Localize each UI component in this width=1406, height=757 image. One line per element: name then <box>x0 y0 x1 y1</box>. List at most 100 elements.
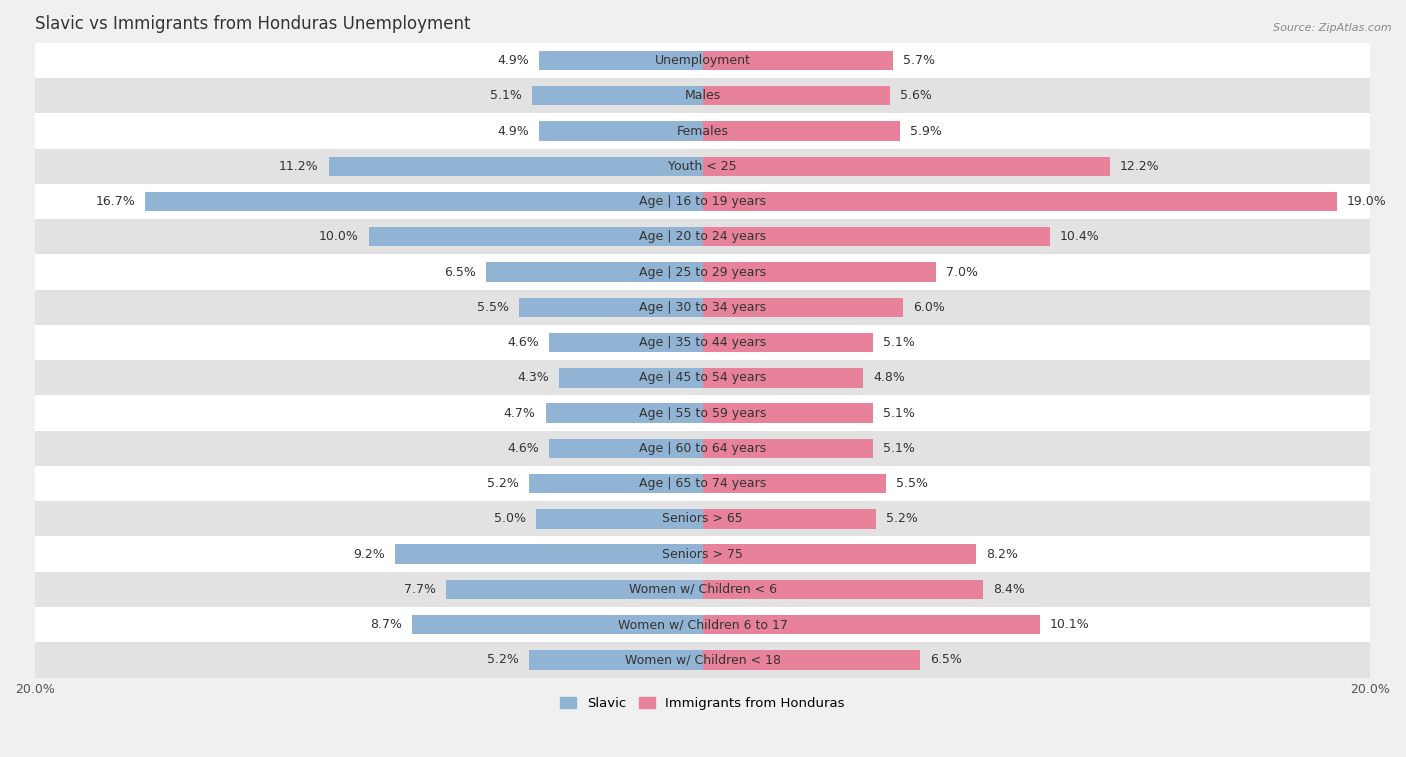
Bar <box>35 78 1371 114</box>
Text: Age | 16 to 19 years: Age | 16 to 19 years <box>640 195 766 208</box>
Bar <box>485 263 703 282</box>
Bar <box>35 43 1371 78</box>
Bar <box>550 438 703 458</box>
Bar <box>703 650 920 670</box>
Text: 5.0%: 5.0% <box>494 512 526 525</box>
Bar <box>35 114 1371 148</box>
Bar <box>703 580 983 599</box>
Text: Seniors > 75: Seniors > 75 <box>662 547 742 561</box>
Bar <box>546 403 703 422</box>
Text: 8.4%: 8.4% <box>993 583 1025 596</box>
Bar <box>538 51 703 70</box>
Bar <box>703 86 890 105</box>
Bar <box>703 403 873 422</box>
Text: 5.1%: 5.1% <box>883 442 915 455</box>
Text: 4.9%: 4.9% <box>498 54 529 67</box>
Text: Age | 60 to 64 years: Age | 60 to 64 years <box>640 442 766 455</box>
Text: 4.9%: 4.9% <box>498 125 529 138</box>
Text: Males: Males <box>685 89 721 102</box>
Text: 19.0%: 19.0% <box>1347 195 1386 208</box>
Text: Seniors > 65: Seniors > 65 <box>662 512 742 525</box>
Text: Slavic vs Immigrants from Honduras Unemployment: Slavic vs Immigrants from Honduras Unemp… <box>35 15 471 33</box>
Text: 16.7%: 16.7% <box>96 195 135 208</box>
Text: Age | 35 to 44 years: Age | 35 to 44 years <box>640 336 766 349</box>
Text: Women w/ Children 6 to 17: Women w/ Children 6 to 17 <box>617 618 787 631</box>
Bar <box>395 544 703 564</box>
Text: 11.2%: 11.2% <box>278 160 319 173</box>
Text: 5.9%: 5.9% <box>910 125 942 138</box>
Bar <box>538 121 703 141</box>
Text: Source: ZipAtlas.com: Source: ZipAtlas.com <box>1274 23 1392 33</box>
Text: 5.5%: 5.5% <box>896 477 928 490</box>
Text: 4.8%: 4.8% <box>873 372 905 385</box>
Bar <box>446 580 703 599</box>
Bar <box>703 157 1109 176</box>
Text: Age | 55 to 59 years: Age | 55 to 59 years <box>638 407 766 419</box>
Bar <box>145 192 703 211</box>
Text: Women w/ Children < 6: Women w/ Children < 6 <box>628 583 776 596</box>
Text: 6.5%: 6.5% <box>444 266 475 279</box>
Text: 4.7%: 4.7% <box>503 407 536 419</box>
Bar <box>35 360 1371 395</box>
Text: 6.0%: 6.0% <box>912 301 945 314</box>
Bar <box>703 121 900 141</box>
Bar <box>703 227 1050 247</box>
Text: Age | 65 to 74 years: Age | 65 to 74 years <box>638 477 766 490</box>
Text: Age | 45 to 54 years: Age | 45 to 54 years <box>638 372 766 385</box>
Text: 10.0%: 10.0% <box>319 230 359 243</box>
Text: Age | 25 to 29 years: Age | 25 to 29 years <box>640 266 766 279</box>
Bar <box>35 537 1371 572</box>
Text: Age | 20 to 24 years: Age | 20 to 24 years <box>640 230 766 243</box>
Bar <box>329 157 703 176</box>
Text: 5.2%: 5.2% <box>486 477 519 490</box>
Text: 7.0%: 7.0% <box>946 266 979 279</box>
Text: 6.5%: 6.5% <box>929 653 962 666</box>
Bar <box>35 220 1371 254</box>
Bar <box>703 368 863 388</box>
Text: 10.1%: 10.1% <box>1050 618 1090 631</box>
Text: 9.2%: 9.2% <box>354 547 385 561</box>
Text: 5.1%: 5.1% <box>491 89 523 102</box>
Text: 4.6%: 4.6% <box>508 442 538 455</box>
Bar <box>529 650 703 670</box>
Bar <box>35 148 1371 184</box>
Bar <box>703 333 873 352</box>
Bar <box>536 509 703 528</box>
Text: 5.2%: 5.2% <box>486 653 519 666</box>
Bar <box>35 325 1371 360</box>
Bar <box>35 607 1371 642</box>
Text: Youth < 25: Youth < 25 <box>668 160 737 173</box>
Text: 8.2%: 8.2% <box>987 547 1018 561</box>
Text: Unemployment: Unemployment <box>655 54 751 67</box>
Text: 7.7%: 7.7% <box>404 583 436 596</box>
Bar <box>550 333 703 352</box>
Bar <box>703 438 873 458</box>
Bar <box>368 227 703 247</box>
Bar <box>35 642 1371 678</box>
Bar <box>35 395 1371 431</box>
Text: 5.2%: 5.2% <box>886 512 918 525</box>
Bar <box>35 572 1371 607</box>
Bar <box>560 368 703 388</box>
Bar <box>703 544 976 564</box>
Bar <box>703 263 936 282</box>
Bar <box>412 615 703 634</box>
Bar <box>529 474 703 494</box>
Text: 5.5%: 5.5% <box>477 301 509 314</box>
Text: 4.3%: 4.3% <box>517 372 550 385</box>
Bar <box>35 254 1371 290</box>
Bar <box>703 298 903 317</box>
Text: 8.7%: 8.7% <box>370 618 402 631</box>
Text: Women w/ Children < 18: Women w/ Children < 18 <box>624 653 780 666</box>
Bar <box>703 51 893 70</box>
Bar <box>703 509 876 528</box>
Legend: Slavic, Immigrants from Honduras: Slavic, Immigrants from Honduras <box>555 692 851 715</box>
Text: 5.7%: 5.7% <box>903 54 935 67</box>
Text: 10.4%: 10.4% <box>1060 230 1099 243</box>
Text: 4.6%: 4.6% <box>508 336 538 349</box>
Bar <box>35 466 1371 501</box>
Bar <box>703 615 1040 634</box>
Bar <box>35 431 1371 466</box>
Bar <box>519 298 703 317</box>
Text: Females: Females <box>676 125 728 138</box>
